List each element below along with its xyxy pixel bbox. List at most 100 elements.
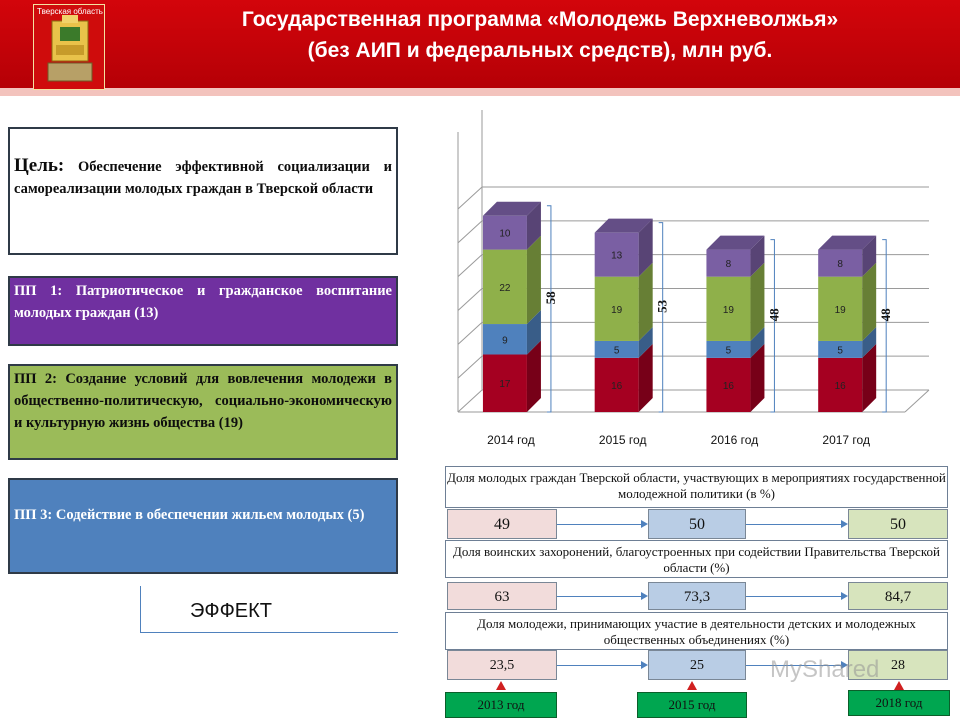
up-arrow-icon xyxy=(894,681,904,690)
value-2018: 50 xyxy=(848,509,948,539)
year-label-2: 2018 год xyxy=(848,690,950,716)
bar-segment-side xyxy=(750,262,765,341)
bar-segment-side xyxy=(526,340,541,412)
effect-connector-vertical xyxy=(140,586,141,633)
up-arrow-icon xyxy=(687,681,697,690)
bar-top xyxy=(594,218,653,233)
trend-arrow xyxy=(746,665,842,666)
arrow-head-icon xyxy=(641,520,648,528)
data-label: 8 xyxy=(837,259,843,270)
trend-arrow xyxy=(557,665,642,666)
goal-text: Обеспечение эффективной социализации и с… xyxy=(14,159,392,197)
gridline-side xyxy=(457,389,483,413)
data-label: 22 xyxy=(499,283,511,294)
gridline-side xyxy=(457,321,483,345)
arrow-head-icon xyxy=(641,592,648,600)
bar-segment-side xyxy=(638,343,653,412)
bar-segment xyxy=(818,340,863,358)
bar-segment-side xyxy=(638,262,653,341)
bar-segment xyxy=(706,249,751,277)
gridline-side xyxy=(457,288,483,311)
trend-arrow xyxy=(557,524,642,525)
bar-segment xyxy=(482,354,527,412)
floor-right xyxy=(904,389,930,413)
data-label: 16 xyxy=(723,381,735,392)
value-2013: 63 xyxy=(447,582,557,610)
title-line2: (без АИП и федеральных средств), млн руб… xyxy=(307,39,773,62)
subprogram-2-box: ПП 2: Создание условий для вовлечения мо… xyxy=(8,364,398,460)
x-tick-label: 2017 год xyxy=(822,433,870,447)
up-arrow-icon xyxy=(496,681,506,690)
subprogram-2-text: ПП 2: Создание условий для вовлечения мо… xyxy=(14,371,392,431)
bar-segment xyxy=(706,340,751,358)
subprogram-1-text: ПП 1: Патриотическое и гражданское воспи… xyxy=(14,283,392,321)
effect-arrow xyxy=(140,632,398,633)
bar-segment-side xyxy=(526,310,541,355)
trend-arrow xyxy=(746,524,842,525)
effect-label: ЭФФЕКТ xyxy=(190,600,272,622)
bar-segment xyxy=(594,276,639,341)
value-2013: 49 xyxy=(447,509,557,539)
subprogram-3-text: ПП 3: Содействие в обеспечении жильем мо… xyxy=(14,507,365,523)
bar-segment-side xyxy=(862,262,877,341)
total-brace xyxy=(658,222,664,413)
bar-segment xyxy=(482,215,527,250)
gridline-side xyxy=(457,254,483,278)
data-label: 5 xyxy=(837,345,843,356)
gridline-side xyxy=(457,186,483,210)
bar-segment xyxy=(594,232,639,277)
x-tick-label: 2015 год xyxy=(599,433,647,447)
bar-segment-side xyxy=(750,235,765,277)
data-label: 5 xyxy=(614,345,620,356)
trend-arrow xyxy=(557,596,642,597)
data-label: 19 xyxy=(723,305,735,316)
arrow-head-icon xyxy=(641,661,648,669)
bar-segment xyxy=(818,357,863,412)
value-2015: 50 xyxy=(648,509,746,539)
indicator-title: Доля молодежи, принимающих участие в дея… xyxy=(445,612,948,650)
bar-segment-side xyxy=(638,218,653,277)
arrow-head-icon xyxy=(841,661,848,669)
bar-segment-side xyxy=(750,343,765,412)
bar-segment-side xyxy=(862,235,877,277)
subprogram-3-box: ПП 3: Содействие в обеспечении жильем мо… xyxy=(8,478,398,574)
value-2018: 84,7 xyxy=(848,582,948,610)
data-label: 9 xyxy=(502,335,508,346)
coat-label: Тверская область xyxy=(37,7,103,16)
bar-segment-side xyxy=(526,201,541,250)
bar-segment-side xyxy=(862,326,877,358)
bar-segment-side xyxy=(750,326,765,358)
value-2015: 25 xyxy=(648,650,746,680)
data-label: 13 xyxy=(611,251,623,262)
indicator-title: Доля молодых граждан Тверской области, у… xyxy=(445,466,948,508)
bar-top xyxy=(482,201,541,216)
x-tick-label: 2014 год xyxy=(487,433,535,447)
subprogram-1-box: ПП 1: Патриотическое и гражданское воспи… xyxy=(8,276,398,346)
bar-top xyxy=(818,235,877,250)
bar-segment xyxy=(482,249,527,325)
bar-segment xyxy=(706,276,751,341)
total-label: 48 xyxy=(766,308,781,322)
bar-segment xyxy=(818,249,863,277)
bar-segment xyxy=(594,357,639,412)
total-label: 58 xyxy=(543,291,558,305)
bar-segment-side xyxy=(862,343,877,412)
bar-top xyxy=(706,235,765,250)
gridline-side xyxy=(457,220,483,244)
value-2013: 23,5 xyxy=(447,650,557,680)
data-label: 19 xyxy=(835,305,847,316)
gridline-side xyxy=(457,355,483,379)
value-2018: 28 xyxy=(848,650,948,680)
total-brace xyxy=(882,239,887,413)
bar-segment xyxy=(594,340,639,358)
total-label: 48 xyxy=(878,308,893,322)
total-label: 53 xyxy=(655,299,670,313)
data-label: 16 xyxy=(611,381,623,392)
bar-segment-side xyxy=(638,326,653,358)
arrow-head-icon xyxy=(841,592,848,600)
title-line1: Государственная программа «Молодежь Верх… xyxy=(241,8,839,31)
data-label: 17 xyxy=(499,379,511,390)
data-label: 5 xyxy=(726,345,732,356)
trend-arrow xyxy=(746,596,842,597)
